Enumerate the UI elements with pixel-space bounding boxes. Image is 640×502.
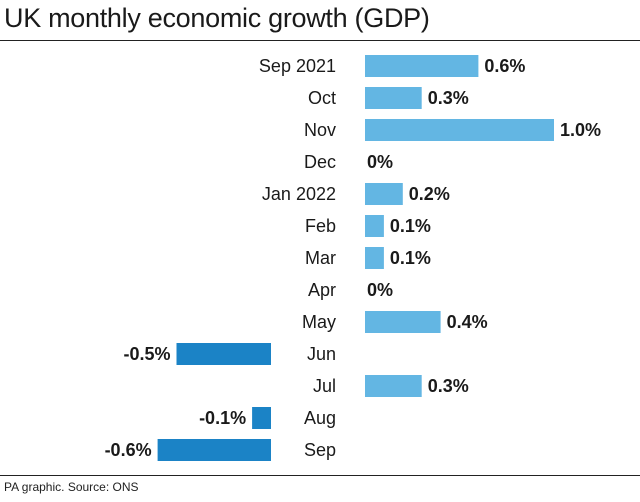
bar — [157, 439, 271, 461]
category-label: Dec — [304, 152, 336, 172]
data-label: 0% — [367, 280, 393, 300]
category-label: May — [302, 312, 336, 332]
bar — [365, 247, 384, 269]
bar — [252, 407, 271, 429]
category-label: Sep — [304, 440, 336, 460]
category-label: Mar — [305, 248, 336, 268]
bar — [365, 55, 479, 77]
data-label: 0.1% — [390, 216, 431, 236]
bar — [365, 183, 403, 205]
data-label: 0.1% — [390, 248, 431, 268]
category-label: Aug — [304, 408, 336, 428]
bar — [365, 311, 441, 333]
category-label: Jun — [307, 344, 336, 364]
chart-title: UK monthly economic growth (GDP) — [4, 3, 430, 33]
category-label: Nov — [304, 120, 336, 140]
bar — [365, 119, 554, 141]
data-label: 0.4% — [447, 312, 488, 332]
category-label: Jul — [313, 376, 336, 396]
data-label: 0.2% — [409, 184, 450, 204]
data-label: 0.6% — [484, 56, 525, 76]
bar — [365, 375, 422, 397]
data-label: -0.5% — [123, 344, 170, 364]
category-label: Apr — [308, 280, 336, 300]
bar — [365, 215, 384, 237]
footer-divider — [0, 475, 640, 476]
category-label: Oct — [308, 88, 336, 108]
bar — [176, 343, 271, 365]
data-label: -0.1% — [199, 408, 246, 428]
gdp-bar-chart: Sep 2021 0.6% Oct 0.3% Nov 1.0% Dec 0% Jan 2022 0… — [105, 55, 601, 461]
data-label: 0% — [367, 152, 393, 172]
data-label: 0.3% — [428, 376, 469, 396]
data-label: 1.0% — [560, 120, 601, 140]
category-label: Jan 2022 — [262, 184, 336, 204]
source-note: PA graphic. Source: ONS — [4, 480, 139, 494]
title-divider — [0, 40, 640, 41]
bar — [365, 87, 422, 109]
category-label: Sep 2021 — [259, 56, 336, 76]
data-label: -0.6% — [105, 440, 152, 460]
data-label: 0.3% — [428, 88, 469, 108]
category-label: Feb — [305, 216, 336, 236]
